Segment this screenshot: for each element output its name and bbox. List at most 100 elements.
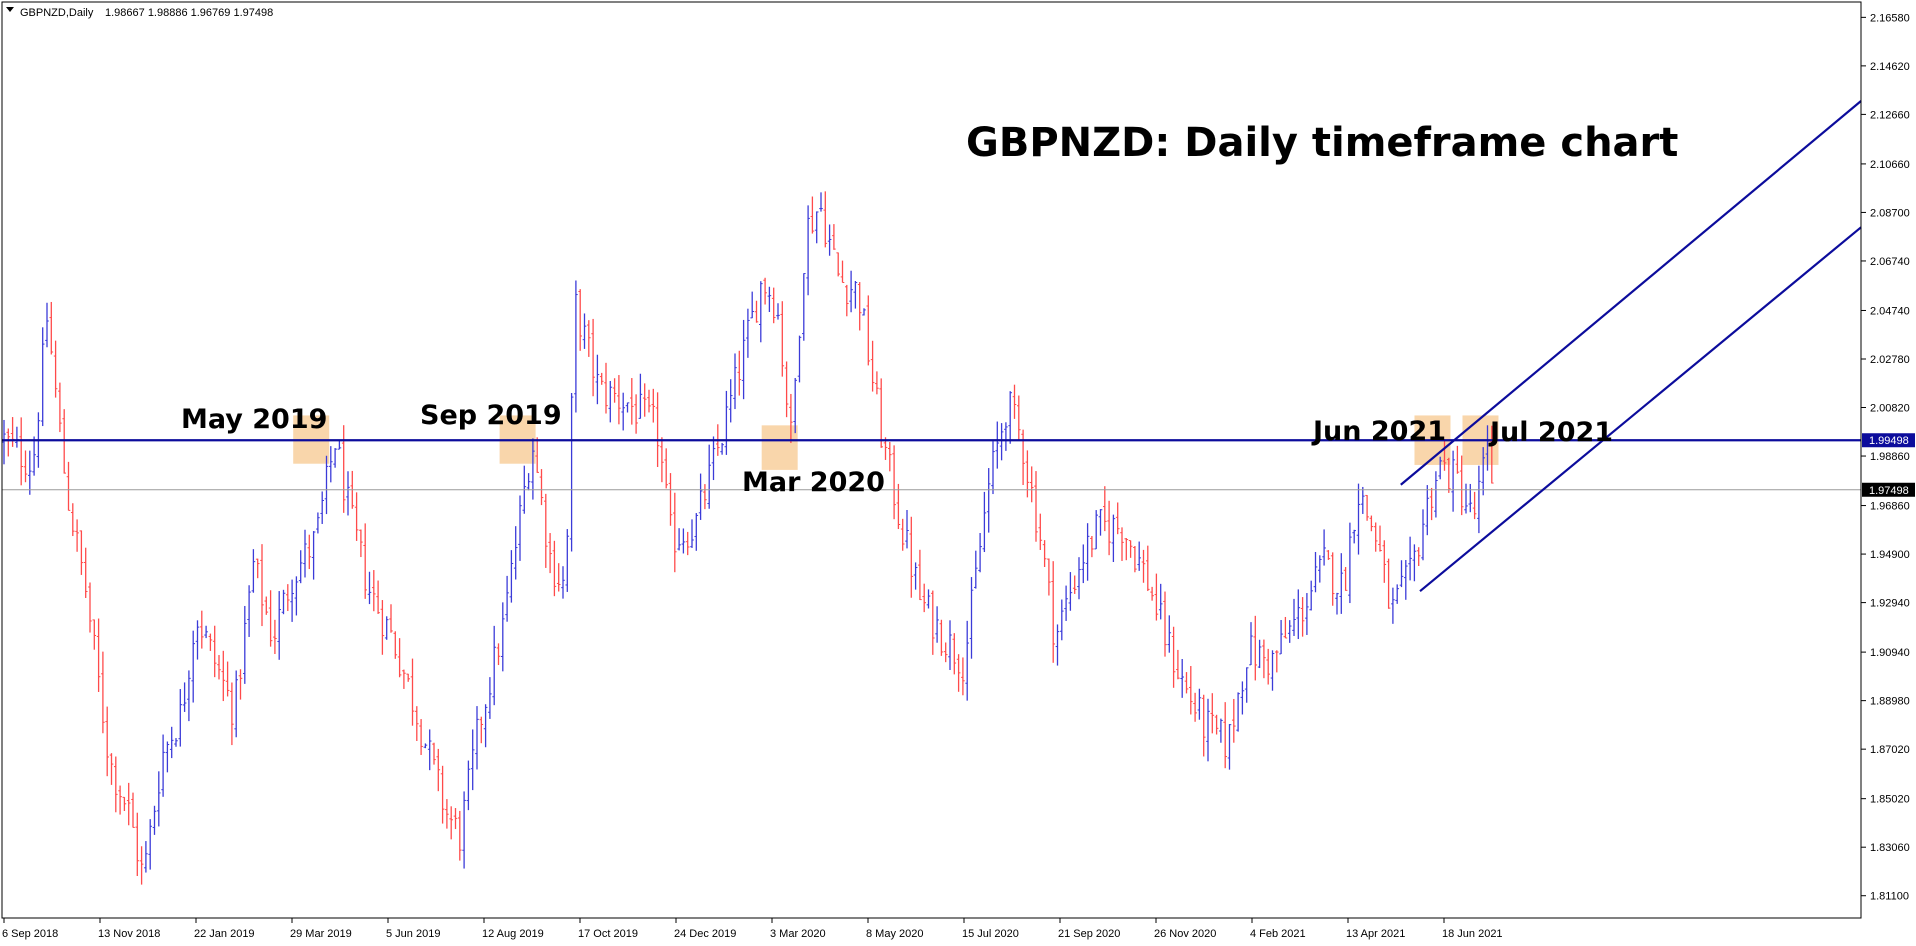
price-bar — [32, 436, 36, 476]
price-bar — [1012, 384, 1017, 419]
price-bar — [1472, 491, 1477, 520]
price-bar — [1408, 536, 1412, 581]
price-bar — [139, 846, 144, 885]
triangle-down-icon[interactable] — [6, 7, 14, 12]
price-bar — [268, 590, 273, 647]
price-bar — [1429, 487, 1434, 521]
price-bar — [453, 808, 458, 830]
price-bar — [1300, 597, 1305, 637]
price-bar — [1201, 694, 1206, 757]
price-tick-label: 2.00820 — [1870, 403, 1910, 415]
price-bar — [1163, 591, 1167, 657]
price-bar — [1214, 714, 1219, 735]
price-bar — [746, 308, 750, 358]
price-bar — [1240, 681, 1245, 715]
price-tick-label: 1.81100 — [1870, 891, 1909, 903]
price-bar — [1146, 545, 1150, 592]
price-bar — [152, 805, 157, 835]
price-bar — [406, 673, 410, 682]
price-bar — [333, 448, 337, 468]
price-bars — [2, 191, 1494, 885]
price-bar — [384, 616, 389, 640]
price-bar — [101, 651, 105, 734]
price-bar — [1094, 510, 1098, 550]
price-bar — [131, 792, 135, 828]
price-bar — [479, 716, 484, 744]
price-bar — [53, 340, 58, 398]
price-bar — [866, 295, 871, 366]
price-bar — [1335, 592, 1339, 615]
time-tick-label: 3 Mar 2020 — [770, 928, 826, 940]
price-bar — [518, 495, 522, 561]
price-bar — [995, 421, 1000, 469]
price-bar — [574, 280, 578, 413]
price-bar — [1434, 471, 1438, 518]
price-bar — [862, 308, 866, 316]
price-bar — [952, 633, 957, 675]
price-bar — [1128, 540, 1133, 558]
price-bar — [969, 577, 974, 659]
price-bar — [79, 530, 84, 575]
price-bar — [913, 562, 918, 590]
price-bar — [303, 529, 307, 578]
price-bar — [1176, 649, 1180, 680]
price-bar — [694, 513, 699, 551]
price-bar — [1343, 567, 1348, 591]
price-bar — [599, 372, 604, 385]
price-bar — [92, 619, 97, 650]
price-bar — [71, 503, 75, 537]
price-bar — [1459, 455, 1464, 516]
price-bar — [681, 528, 686, 554]
time-tick-label: 29 Mar 2019 — [290, 928, 352, 940]
price-bar — [286, 584, 290, 612]
time-tick-label: 15 Jul 2020 — [962, 928, 1019, 940]
price-bar — [49, 301, 54, 355]
time-tick-label: 6 Sep 2018 — [2, 928, 58, 940]
price-bar — [1395, 584, 1399, 604]
price-bar — [66, 461, 71, 511]
price-bar — [509, 550, 514, 603]
price-bar — [535, 437, 539, 473]
price-tick-label: 2.14620 — [1870, 61, 1910, 73]
price-bar — [776, 303, 780, 320]
price-bar — [1137, 541, 1141, 571]
price-bar — [1382, 540, 1387, 583]
price-bar — [28, 450, 32, 495]
channel-lower-line[interactable] — [1419, 226, 1862, 593]
price-bar — [157, 771, 161, 827]
price-bar — [1223, 702, 1227, 769]
price-bar — [943, 642, 948, 663]
channel-upper-line[interactable] — [1400, 100, 1862, 486]
price-bar — [1275, 650, 1279, 673]
price-bar — [174, 738, 178, 747]
price-bar — [230, 682, 234, 746]
price-bar — [397, 638, 402, 678]
price-bar — [905, 509, 909, 549]
time-tick-label: 13 Nov 2018 — [98, 928, 160, 940]
price-bar — [526, 473, 531, 491]
price-bar — [337, 440, 342, 450]
price-bar — [978, 533, 982, 573]
price-bar — [251, 549, 256, 593]
price-bar — [483, 704, 488, 748]
price-bar — [458, 810, 462, 861]
price-bar — [109, 753, 114, 785]
price-bar — [1318, 555, 1322, 583]
price-bar — [445, 799, 449, 829]
price-bar — [496, 643, 501, 666]
price-tick-label: 1.92940 — [1870, 598, 1910, 610]
current-price-label: 1.97498 — [1869, 485, 1909, 497]
price-bar — [40, 327, 45, 427]
price-tick-label: 1.87020 — [1870, 744, 1910, 756]
price-bar — [991, 441, 995, 495]
price-bar — [857, 282, 862, 331]
price-bar — [1167, 615, 1172, 653]
price-bar — [1442, 439, 1447, 471]
price-bar — [1455, 445, 1460, 474]
price-bar — [664, 448, 668, 489]
price-bar — [273, 619, 277, 655]
price-bar — [840, 260, 845, 283]
price-tick-label: 2.02780 — [1870, 354, 1910, 366]
